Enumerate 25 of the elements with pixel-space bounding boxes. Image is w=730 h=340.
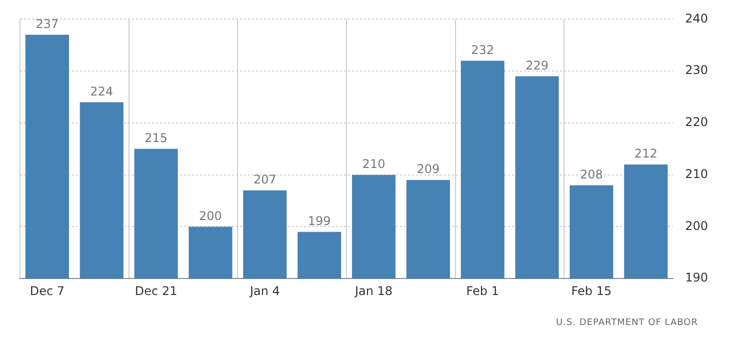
data-label: 209 bbox=[416, 162, 440, 176]
data-label: 212 bbox=[634, 146, 658, 161]
y-tick-label: 190 bbox=[685, 270, 708, 285]
x-tick-label: Feb 15 bbox=[571, 284, 612, 298]
x-tick-label: Dec 7 bbox=[30, 284, 65, 298]
y-tick-label: 200 bbox=[685, 218, 708, 233]
data-label: 200 bbox=[199, 208, 222, 223]
y-tick-label: 220 bbox=[685, 115, 708, 130]
data-label: 237 bbox=[36, 16, 59, 31]
data-label: 199 bbox=[308, 214, 331, 228]
y-tick-label: 210 bbox=[685, 166, 708, 181]
y-tick-label: 240 bbox=[685, 11, 708, 26]
data-label: 207 bbox=[253, 172, 276, 187]
data-label: 215 bbox=[144, 131, 168, 146]
data-label: 229 bbox=[526, 58, 548, 72]
x-tick-label: Feb 1 bbox=[466, 284, 499, 298]
data-label: 208 bbox=[580, 167, 603, 182]
x-tick-label: Jan 18 bbox=[354, 284, 393, 298]
text: U.S. DEPARTMENT OF LABOR bbox=[556, 318, 698, 328]
data-label: 224 bbox=[90, 84, 114, 98]
data-label: 232 bbox=[471, 42, 494, 57]
x-tick-label: Jan 4 bbox=[248, 284, 280, 298]
x-tick-label: Dec 21 bbox=[134, 284, 178, 298]
data-label: 210 bbox=[362, 156, 386, 171]
y-tick-label: 230 bbox=[685, 63, 708, 78]
